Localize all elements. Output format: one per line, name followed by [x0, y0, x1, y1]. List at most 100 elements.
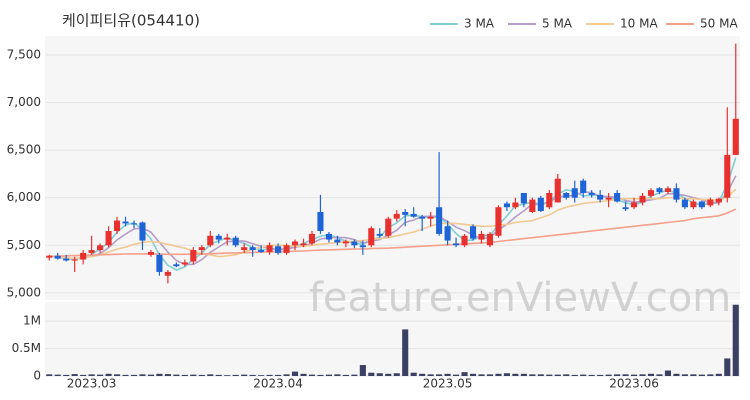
candle-body: [359, 245, 366, 248]
volume-tick-label: 0: [33, 369, 41, 383]
candle-body: [283, 245, 290, 253]
volume-bar: [258, 375, 265, 376]
candle-body: [139, 222, 146, 241]
candle-body: [80, 252, 87, 260]
moving-average-line: [49, 208, 737, 258]
volume-bar: [63, 374, 70, 376]
candle-body: [681, 199, 688, 208]
candle-body: [647, 190, 655, 196]
moving-average-line: [49, 188, 737, 260]
candle-body: [71, 259, 78, 261]
volume-bar: [453, 374, 460, 376]
volume-bar: [283, 374, 290, 376]
volume-bar: [512, 373, 519, 376]
candle-body: [453, 243, 460, 246]
candle-body: [342, 241, 349, 244]
volume-bar: [478, 374, 485, 376]
volume-bar: [122, 374, 129, 376]
volume-bar: [486, 374, 494, 376]
volume-bar: [656, 374, 663, 376]
volume-bar: [614, 374, 621, 376]
candle-body: [173, 264, 180, 267]
volume-bar: [690, 374, 697, 376]
price-panel: [45, 36, 740, 300]
volume-bar: [300, 373, 307, 376]
volume-bar: [732, 304, 739, 376]
y-tick-label: 5,500: [7, 238, 41, 252]
candle-body: [622, 207, 629, 210]
volume-bar: [88, 374, 95, 376]
candle-body: [664, 188, 672, 193]
candle-body: [46, 255, 53, 258]
candle-body: [563, 192, 570, 198]
candle-body: [317, 212, 324, 232]
candle-body: [147, 251, 154, 255]
volume-bar: [215, 374, 222, 376]
candle-body: [402, 212, 409, 215]
volume-bar: [130, 374, 138, 376]
y-tick-label: 7,500: [7, 48, 41, 62]
candle-body: [614, 192, 621, 202]
volume-bar: [351, 374, 358, 376]
candle-body: [215, 235, 222, 240]
legend-label: 5 MA: [542, 17, 573, 31]
candle-body: [597, 194, 604, 200]
candle-body: [436, 207, 443, 234]
candle-body: [690, 201, 697, 208]
candle-body: [580, 180, 587, 193]
candle-body: [181, 262, 188, 265]
candle-body: [520, 192, 527, 204]
candle-body: [554, 178, 561, 203]
volume-bar: [571, 374, 578, 376]
candle-body: [266, 245, 273, 252]
volume-bar: [198, 374, 205, 376]
moving-average-line: [49, 157, 737, 271]
volume-bar: [376, 373, 383, 376]
candle-body: [198, 247, 205, 251]
volume-bar: [156, 373, 163, 376]
volume-bar: [664, 370, 672, 376]
candle-body: [241, 247, 248, 251]
candle-body: [715, 198, 722, 203]
x-tick-label: 2023.03: [67, 377, 117, 391]
y-tick-label: 5,000: [7, 285, 41, 299]
candle-body: [88, 250, 95, 253]
candle-body: [588, 192, 595, 195]
volume-bar: [681, 374, 688, 376]
candle-body: [351, 241, 358, 246]
volume-bar: [139, 374, 146, 376]
y-tick-label: 7,000: [7, 95, 41, 109]
volume-bar: [359, 365, 366, 376]
volume-bar: [249, 374, 256, 376]
candle-body: [724, 154, 731, 198]
candle-body: [275, 246, 282, 253]
volume-bar: [724, 358, 731, 376]
volume-bar: [469, 373, 477, 376]
volume-bar: [698, 374, 705, 376]
candle-body: [393, 213, 400, 219]
candle-body: [325, 233, 332, 240]
candle-body: [232, 237, 239, 246]
volume-bar: [639, 374, 646, 376]
x-tick-label: 2023.06: [609, 377, 659, 391]
volume-bar: [207, 374, 214, 376]
volume-bar: [444, 373, 451, 376]
volume-bar: [647, 373, 655, 376]
y-tick-label: 6,000: [7, 190, 41, 204]
candle-body: [529, 199, 536, 212]
candle-body: [130, 223, 138, 225]
candle-body: [97, 245, 104, 251]
watermark: feature.enViewV.com: [309, 275, 731, 321]
volume-bar: [402, 329, 409, 376]
candle-body: [486, 233, 494, 246]
candle-body: [427, 216, 434, 219]
volume-bar: [308, 374, 316, 376]
candle-body: [461, 235, 468, 246]
volume-panel: [45, 302, 740, 376]
volume-bar: [503, 373, 510, 376]
candle-body: [631, 202, 638, 208]
volume-tick-label: 1M: [23, 314, 41, 328]
volume-bar: [54, 374, 61, 376]
volume-bar: [164, 374, 171, 376]
